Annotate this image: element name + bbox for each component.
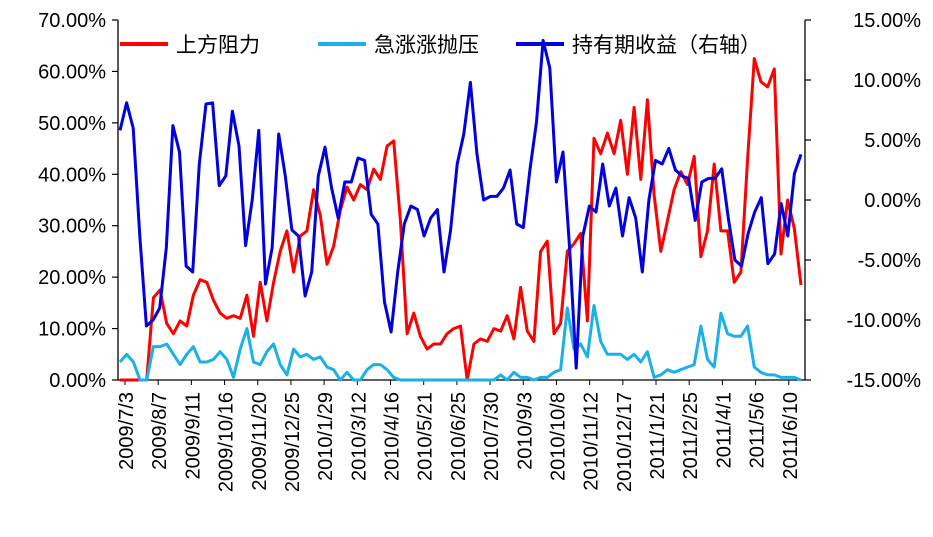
x-tick-label: 2009/7/3 xyxy=(116,392,138,470)
right-tick-label: 5.00% xyxy=(864,130,921,152)
left-tick-label: 10.00% xyxy=(38,319,106,341)
x-tick-label: 2011/4/1 xyxy=(713,392,735,468)
x-tick-label: 2010/6/25 xyxy=(448,392,470,481)
series-line-1 xyxy=(118,303,802,382)
x-tick-label: 2009/10/16 xyxy=(216,392,238,492)
x-tick-label: 2011/6/10 xyxy=(780,392,802,480)
left-tick-label: 40.00% xyxy=(38,164,106,186)
right-tick-label: 0.00% xyxy=(864,190,921,212)
series-line-2 xyxy=(118,38,803,370)
legend-label-2: 持有期收益（右轴） xyxy=(572,33,761,57)
x-tick-label: 2009/8/7 xyxy=(149,392,171,470)
x-tick-label: 2009/11/20 xyxy=(249,392,271,491)
x-tick-label: 2011/2/25 xyxy=(680,392,702,480)
x-tick-label: 2009/12/25 xyxy=(282,392,304,492)
right-tick-label: 15.00% xyxy=(853,10,921,32)
x-tick-label: 2010/5/21 xyxy=(415,392,437,481)
x-tick-label: 2011/5/6 xyxy=(747,392,769,468)
x-tick-label: 2010/4/16 xyxy=(382,392,404,481)
left-tick-label: 0.00% xyxy=(49,370,106,392)
x-axis: 2009/7/3 2009/8/7 2009/9/11 2009/10/16 2009/… xyxy=(116,380,802,492)
x-tick-label: 2010/10/8 xyxy=(547,392,569,481)
x-tick-label: 2010/1/29 xyxy=(315,392,337,481)
legend: 上方阻力 急涨涨抛压 持有期收益（右轴） xyxy=(120,33,761,57)
left-y-axis: 0.00% 10.00% 20.00% 30.00% 40.00% 50.00% 60.00… xyxy=(38,10,118,392)
x-tick-label: 2010/12/17 xyxy=(614,392,636,492)
series-layer xyxy=(118,38,803,382)
left-tick-label: 50.00% xyxy=(38,113,106,135)
legend-label-1: 急涨涨抛压 xyxy=(374,33,479,57)
left-tick-label: 60.00% xyxy=(38,61,106,83)
right-y-axis: -15.00% -10.00% -5.00% 0.00% 5.00% 10.00% 15.0… xyxy=(805,10,921,392)
x-tick-label: 2010/7/30 xyxy=(481,392,503,481)
x-tick-label: 2010/9/3 xyxy=(514,392,536,470)
x-tick-label: 2010/11/12 xyxy=(581,392,603,491)
x-tick-label: 2010/3/12 xyxy=(348,392,370,481)
left-tick-label: 20.00% xyxy=(38,267,106,289)
right-tick-label: -5.00% xyxy=(858,250,922,272)
legend-label-0: 上方阻力 xyxy=(176,33,260,57)
x-tick-label: 2009/9/11 xyxy=(182,392,204,480)
x-tick-label: 2011/1/21 xyxy=(647,392,669,480)
series-line-0 xyxy=(120,57,803,382)
right-tick-label: -15.00% xyxy=(847,370,922,392)
right-tick-label: -10.00% xyxy=(847,310,922,332)
right-tick-label: 10.00% xyxy=(853,70,921,92)
left-tick-label: 70.00% xyxy=(38,10,106,32)
left-tick-label: 30.00% xyxy=(38,216,106,238)
